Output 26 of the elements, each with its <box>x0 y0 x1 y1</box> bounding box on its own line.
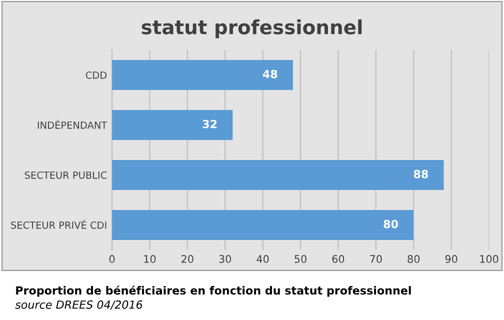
x-tick-label: 100 <box>480 255 498 263</box>
chart-title: statut professionnel <box>142 19 362 38</box>
bar <box>112 60 293 90</box>
y-tick-label: INDÉPENDANT <box>38 120 108 129</box>
x-tick-label: 50 <box>294 255 306 263</box>
y-tick-label: CDD <box>86 71 107 79</box>
x-tick-label: 30 <box>219 255 232 263</box>
bar <box>112 210 414 240</box>
bar <box>112 160 444 190</box>
x-tick-label: 40 <box>256 255 269 263</box>
x-tick-label: 10 <box>144 255 156 263</box>
source-note: source DREES 04/2016 <box>15 300 142 310</box>
data-label: 32 <box>202 120 217 128</box>
x-tick-label: 60 <box>332 255 344 263</box>
data-label: 88 <box>414 170 428 178</box>
data-label: 48 <box>262 70 278 78</box>
x-tick-label: 90 <box>445 255 458 263</box>
x-tick-label: 20 <box>182 255 194 263</box>
y-tick-label: SECTEUR PUBLIC <box>24 171 107 179</box>
x-tick-label: 80 <box>408 255 420 263</box>
bar <box>112 110 233 140</box>
text: Proportion de bénéficiaires en fonction du statut professionnel <box>16 286 411 297</box>
data-label: 80 <box>384 220 398 228</box>
x-tick-label: 70 <box>370 255 382 263</box>
y-tick-label: SECTEUR PRIVÉ CDI <box>11 220 106 229</box>
x-tick-label: 0 <box>109 255 115 263</box>
